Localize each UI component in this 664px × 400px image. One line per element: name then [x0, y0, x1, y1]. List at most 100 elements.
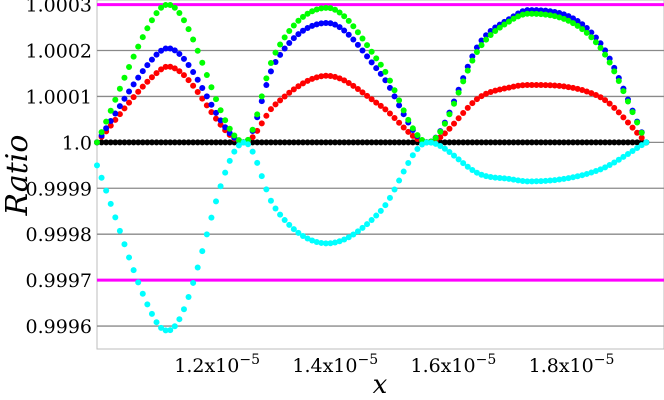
- series-0-point: [629, 139, 636, 146]
- series-1-point: [588, 90, 595, 97]
- series-0-point: [126, 139, 133, 146]
- series-1-point: [551, 82, 558, 89]
- series-3-point: [483, 36, 490, 43]
- series-0-point: [478, 139, 485, 146]
- series-4-point: [560, 175, 567, 182]
- series-4-point: [400, 168, 407, 175]
- series-2-point: [341, 27, 348, 34]
- series-4-point: [322, 240, 329, 247]
- series-0-point: [327, 139, 334, 146]
- series-4-point: [501, 175, 508, 182]
- series-1-point: [190, 82, 197, 89]
- series-3-point: [487, 31, 494, 38]
- series-2-point: [208, 101, 215, 108]
- series-4-point: [126, 254, 133, 261]
- series-2-point: [602, 47, 609, 54]
- series-3-point: [158, 4, 165, 11]
- series-0-point: [121, 139, 128, 146]
- series-3-point: [135, 43, 142, 50]
- series-2-point: [304, 24, 311, 31]
- series-4-point: [144, 301, 151, 308]
- series-0-point: [322, 139, 329, 146]
- series-0-point: [538, 139, 544, 146]
- series-4-point: [524, 178, 531, 185]
- series-1-point: [437, 134, 444, 141]
- series-2-point: [144, 62, 151, 69]
- series-0-point: [350, 139, 357, 146]
- series-3-point: [272, 49, 279, 56]
- series-3-point: [611, 68, 618, 75]
- series-0-point: [588, 139, 595, 146]
- series-3-point: [615, 78, 622, 84]
- series-4-point: [620, 153, 627, 160]
- series-1-point: [364, 92, 371, 99]
- series-1-point: [158, 66, 165, 73]
- series-1-point: [203, 102, 210, 109]
- series-2-point: [217, 117, 224, 124]
- series-1-point: [574, 85, 581, 92]
- series-1-point: [606, 100, 613, 107]
- series-3-point: [588, 34, 595, 41]
- series-4-point: [162, 327, 169, 334]
- series-2-point: [139, 68, 146, 75]
- series-0-point: [574, 139, 581, 146]
- series-0-point: [185, 139, 192, 146]
- series-1-point: [483, 90, 490, 97]
- series-1-point: [592, 91, 599, 98]
- series-0-point: [519, 139, 526, 146]
- series-0-point: [634, 139, 641, 146]
- series-1-point: [148, 74, 155, 81]
- series-3-point: [533, 10, 540, 17]
- series-1-point: [199, 95, 206, 102]
- series-3-point: [624, 98, 631, 105]
- series-4-point: [592, 168, 599, 175]
- series-4-point: [254, 159, 261, 166]
- series-0-point: [272, 139, 279, 146]
- series-0-point: [542, 139, 549, 146]
- series-1-point: [547, 82, 554, 89]
- series-1-point: [304, 77, 311, 84]
- series-1-point: [638, 134, 645, 141]
- series-4-point: [483, 173, 490, 180]
- series-2-point: [153, 51, 160, 58]
- series-3-point: [451, 100, 458, 107]
- series-0-point: [364, 139, 371, 146]
- series-4-point: [112, 214, 119, 221]
- series-0-point: [409, 139, 416, 146]
- series-0-point: [469, 139, 476, 146]
- series-3-point: [153, 10, 160, 17]
- series-4-point: [345, 234, 352, 241]
- series-1-point: [441, 130, 448, 137]
- series-2-point: [350, 36, 357, 43]
- series-4-point: [409, 152, 416, 159]
- series-0-point: [130, 139, 137, 146]
- series-1-point: [405, 128, 412, 135]
- series-4-point: [396, 177, 403, 184]
- series-4-point: [213, 198, 220, 205]
- series-0-point: [226, 139, 233, 146]
- series-4-point: [258, 173, 265, 180]
- x-tick-label: 1.8x10−5: [529, 352, 615, 377]
- series-3-point: [505, 18, 512, 25]
- series-3-point: [464, 67, 471, 74]
- series-3-point: [542, 11, 549, 18]
- series-3-point: [538, 11, 544, 18]
- series-4-point: [515, 177, 522, 184]
- series-3-point: [437, 128, 444, 135]
- series-1-point: [318, 73, 325, 80]
- series-4-point: [290, 226, 297, 233]
- series-0-point: [354, 139, 361, 146]
- series-1-point: [528, 81, 535, 88]
- series-0-point: [158, 139, 165, 146]
- series-0-point: [455, 139, 462, 146]
- series-2-point: [176, 50, 183, 57]
- series-3-point: [222, 117, 229, 124]
- series-0-point: [313, 139, 320, 146]
- series-4-point: [309, 237, 316, 244]
- series-2-point: [267, 68, 274, 75]
- series-4-point: [350, 231, 357, 238]
- series-1-point: [602, 97, 609, 104]
- series-0-point: [304, 139, 311, 146]
- series-3-point: [350, 23, 357, 30]
- x-tick-label: 1.6x10−5: [411, 352, 497, 377]
